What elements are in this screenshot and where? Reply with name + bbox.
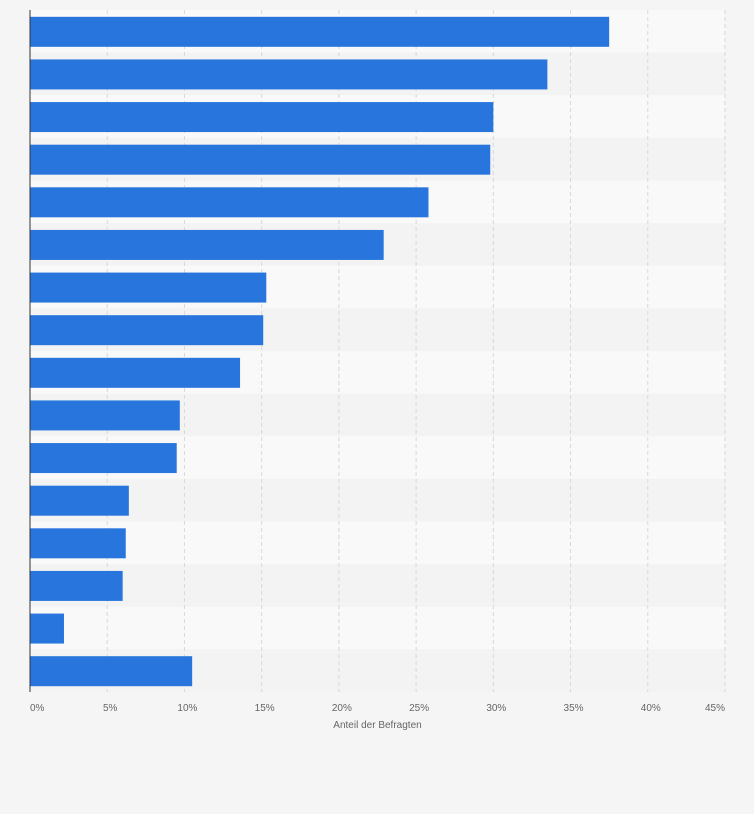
row-band: [30, 478, 725, 522]
bar: [30, 613, 64, 644]
bar: [30, 272, 267, 303]
bar: [30, 59, 548, 90]
x-axis-label: Anteil der Befragten: [333, 720, 421, 731]
bar: [30, 528, 126, 559]
bar: [30, 102, 494, 133]
bar: [30, 443, 177, 474]
x-tick-label: 30%: [486, 703, 506, 714]
bar: [30, 187, 429, 218]
row-band: [30, 521, 725, 565]
x-tick-label: 45%: [705, 703, 725, 714]
row-band: [30, 564, 725, 607]
x-tick-label: 15%: [255, 703, 275, 714]
bar: [30, 570, 123, 601]
x-axis-ticks: 0% 5% 10% 15% 20% 25% 30% 35% 40% 45%: [30, 703, 725, 714]
x-tick-label: 5%: [103, 703, 118, 714]
x-tick-label: 40%: [641, 703, 661, 714]
bar: [30, 485, 129, 516]
x-tick-label: 20%: [332, 703, 352, 714]
bar: [30, 229, 384, 260]
bar: [30, 315, 264, 346]
x-tick-label: 10%: [177, 703, 197, 714]
row-band: [30, 606, 725, 650]
bar: [30, 144, 491, 175]
x-tick-label: 35%: [564, 703, 584, 714]
bars: [30, 16, 610, 687]
x-tick-label: 25%: [409, 703, 429, 714]
bar: [30, 400, 180, 431]
bar: [30, 16, 610, 47]
bar: [30, 656, 193, 687]
bar: [30, 357, 241, 388]
x-tick-label: 0%: [30, 703, 45, 714]
